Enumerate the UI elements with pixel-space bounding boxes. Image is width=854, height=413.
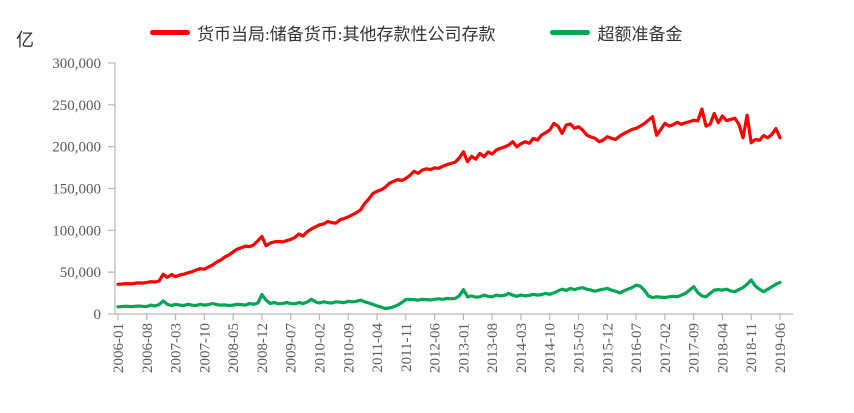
legend-label-excess-reserves: 超额准备金 (597, 25, 683, 44)
x-tick-label: 2015-05 (572, 323, 588, 373)
x-tick-label: 2006-08 (140, 323, 156, 373)
x-tick-label: 2017-02 (658, 323, 674, 373)
y-tick-label: 50,000 (60, 265, 101, 281)
y-tick-label: 300,000 (52, 56, 101, 72)
y-tick-label: 200,000 (52, 140, 101, 156)
x-tick-label: 2010-02 (313, 323, 329, 373)
x-tick-label: 2017-09 (687, 323, 703, 373)
x-tick-label: 2012-06 (428, 323, 444, 373)
y-tick-label: 100,000 (52, 223, 101, 239)
x-tick-label: 2018-04 (715, 323, 731, 373)
legend: 货币当局:储备货币:其他存款性公司存款 超额准备金 (150, 20, 682, 45)
x-tick-label: 2011-11 (399, 323, 415, 372)
series-line-deposits (116, 107, 782, 286)
legend-item-deposits: 货币当局:储备货币:其他存款性公司存款 (150, 20, 495, 45)
x-tick-label: 2019-06 (773, 323, 789, 373)
legend-label-deposits: 货币当局:储备货币:其他存款性公司存款 (197, 25, 496, 44)
x-tick-label: 2010-09 (341, 323, 357, 373)
legend-line-swatch-green (550, 30, 591, 35)
series-line-excess-reserves (116, 278, 782, 311)
x-tick-label: 2006-01 (111, 323, 127, 373)
x-tick-label: 2013-08 (485, 323, 501, 373)
y-axis-unit-label: 亿 (16, 30, 34, 50)
x-tick-label: 2008-12 (255, 323, 271, 373)
y-tick-label: 150,000 (52, 182, 101, 198)
y-tick-label: 0 (94, 307, 102, 323)
x-tick-label: 2013-01 (456, 323, 472, 373)
legend-line-swatch-red (150, 30, 190, 35)
x-tick-label: 2011-04 (370, 323, 386, 373)
x-tick-label: 2014-10 (543, 323, 559, 373)
x-tick-label: 2014-03 (514, 323, 530, 373)
x-tick-label: 2018-11 (744, 323, 760, 372)
x-tick-label: 2007-10 (197, 323, 213, 373)
x-tick-label: 2007-03 (169, 323, 185, 373)
x-tick-label: 2008-05 (226, 323, 242, 373)
x-tick-label: 2009-07 (284, 323, 300, 373)
legend-item-excess-reserves: 超额准备金 (550, 20, 682, 45)
x-tick-label: 2016-07 (629, 323, 645, 373)
y-tick-label: 250,000 (52, 98, 101, 114)
x-tick-label: 2015-12 (600, 323, 616, 373)
